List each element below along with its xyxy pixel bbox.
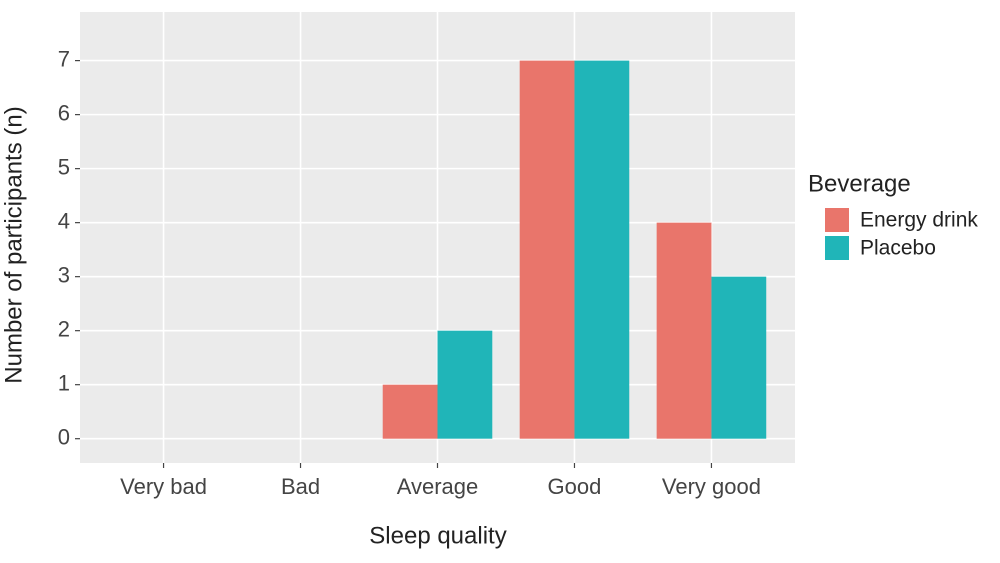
bar	[437, 330, 493, 439]
legend-key	[825, 208, 849, 232]
x-tick-label: Very bad	[120, 474, 207, 499]
y-tick-label: 7	[58, 46, 70, 71]
x-tick-label: Good	[548, 474, 602, 499]
legend-label: Energy drink	[860, 209, 978, 232]
x-tick-label: Very good	[662, 474, 761, 499]
y-axis-title: Number of participants (n)	[0, 106, 27, 383]
y-tick-label: 5	[58, 154, 70, 179]
bar	[711, 276, 767, 439]
x-tick-label: Average	[397, 474, 479, 499]
x-tick-label: Bad	[281, 474, 320, 499]
y-tick-label: 1	[58, 370, 70, 395]
legend-title: Beverage	[808, 170, 911, 197]
y-tick-label: 6	[58, 100, 70, 125]
bar	[519, 60, 575, 439]
bar	[382, 384, 438, 439]
bar	[656, 222, 712, 439]
bar	[574, 60, 630, 439]
y-tick-label: 3	[58, 262, 70, 287]
legend-key	[825, 236, 849, 260]
y-tick-label: 0	[58, 425, 70, 450]
y-tick-label: 2	[58, 316, 70, 341]
y-tick-label: 4	[58, 208, 70, 233]
x-axis-title: Sleep quality	[369, 522, 506, 549]
legend-label: Placebo	[860, 237, 936, 260]
